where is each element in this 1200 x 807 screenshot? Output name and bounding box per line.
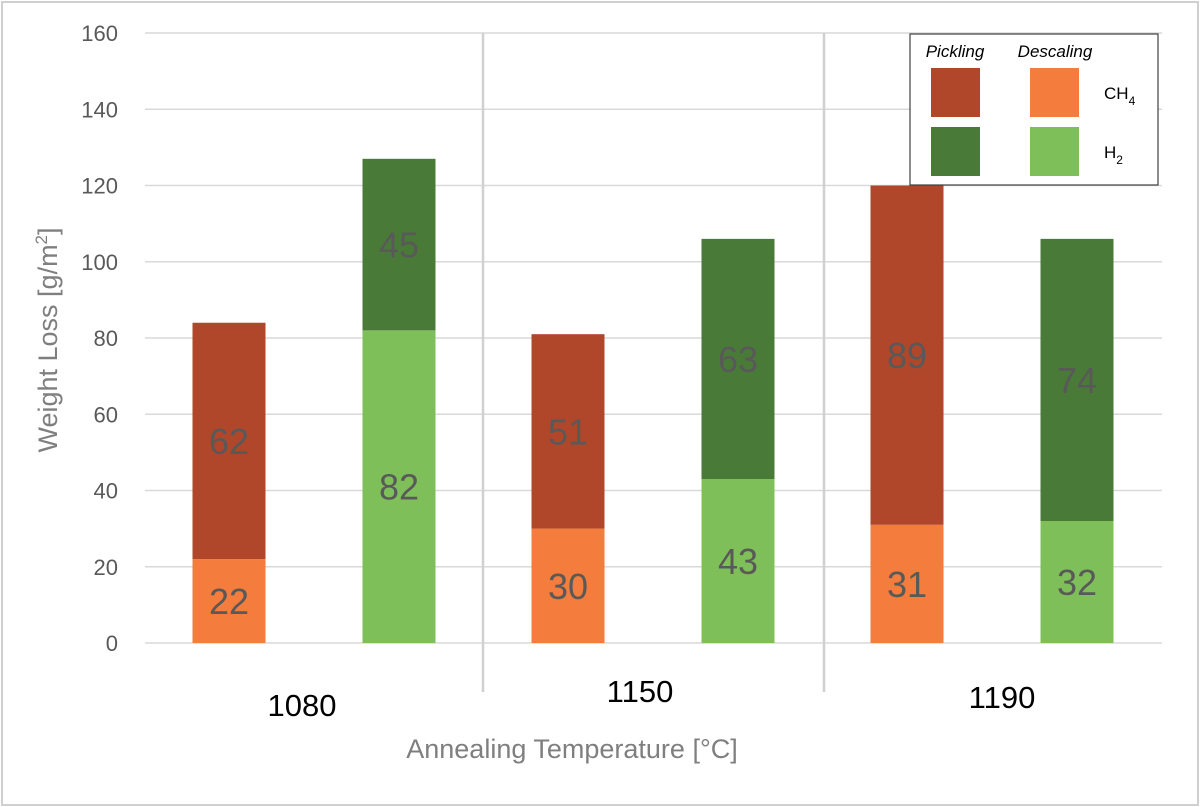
y-tick-label: 120 <box>81 174 118 199</box>
bar-1190-h2: 32 74 <box>1040 238 1114 643</box>
y-tick-label: 80 <box>94 326 118 351</box>
legend-header-pickling: Pickling <box>926 42 985 61</box>
bar-segment-descaling <box>362 330 436 643</box>
y-tick-label: 160 <box>81 21 118 46</box>
x-category-label-1080: 1080 <box>268 688 337 723</box>
bar-segment-pickling <box>701 238 775 480</box>
legend-label-h2-sub: 2 <box>1116 153 1123 167</box>
x-category-labels: 1080 1150 1190 <box>268 674 1036 723</box>
bar-segment-descaling <box>701 479 775 643</box>
legend: Pickling Descaling CH4 H2 <box>909 33 1159 186</box>
bar-segment-pickling <box>870 185 944 525</box>
bar-segment-pickling <box>362 158 436 331</box>
bar-1150-h2: 43 63 <box>701 238 775 643</box>
data-label-descaling: 32 <box>1057 562 1097 603</box>
data-label-pickling: 45 <box>379 225 419 266</box>
data-label-pickling: 51 <box>548 411 588 452</box>
data-label-descaling: 82 <box>379 467 419 508</box>
y-tick-label: 60 <box>94 402 118 427</box>
bars: 22 62 82 45 30 51 43 63 31 89 32 74 <box>192 158 1114 643</box>
data-label-pickling: 74 <box>1057 360 1097 401</box>
data-label-descaling: 43 <box>718 541 758 582</box>
y-tick-label: 140 <box>81 97 118 122</box>
gridlines <box>145 32 1162 644</box>
bar-1190-ch4: 31 89 <box>870 185 944 643</box>
legend-label-ch4-main: CH <box>1104 84 1129 103</box>
bar-segment-descaling <box>870 524 944 643</box>
legend-label-h2: H2 <box>1104 143 1123 167</box>
bar-1080-ch4: 22 62 <box>192 322 266 643</box>
data-label-pickling: 63 <box>718 339 758 380</box>
legend-swatch-ch4-descaling <box>1030 68 1079 117</box>
legend-label-h2-main: H <box>1104 143 1116 162</box>
x-category-label-1150: 1150 <box>607 674 674 709</box>
y-tick-labels: 0 20 40 60 80 100 120 140 160 <box>81 21 118 656</box>
data-label-pickling: 62 <box>209 421 249 462</box>
y-axis-label-main: Weight Loss [g/m <box>33 244 63 452</box>
legend-swatch-h2-descaling <box>1030 127 1079 176</box>
y-tick-label: 20 <box>94 555 118 580</box>
category-separators <box>481 33 826 692</box>
data-label-pickling: 89 <box>887 335 927 376</box>
bar-segment-descaling <box>192 559 266 643</box>
data-label-descaling: 31 <box>887 564 927 605</box>
bar-segment-descaling <box>1040 521 1114 643</box>
y-axis-label: Weight Loss [g/m2] <box>32 227 63 452</box>
x-axis-label: Annealing Temperature [°C] <box>406 734 738 764</box>
data-label-descaling: 22 <box>209 581 249 622</box>
legend-swatch-h2-pickling <box>931 127 980 176</box>
x-category-label-1190: 1190 <box>969 680 1036 715</box>
y-tick-label: 100 <box>81 250 118 275</box>
bar-segment-pickling <box>531 334 605 529</box>
y-tick-label: 0 <box>106 631 118 656</box>
legend-label-ch4-sub: 4 <box>1129 94 1136 108</box>
y-axis-label-close: ] <box>33 227 63 235</box>
y-axis-label-superscript: 2 <box>32 235 51 244</box>
legend-header-descaling: Descaling <box>1018 42 1093 61</box>
bar-1080-h2: 82 45 <box>362 158 436 643</box>
bar-segment-pickling <box>192 322 266 560</box>
legend-swatch-ch4-pickling <box>931 68 980 117</box>
data-label-descaling: 30 <box>548 566 588 607</box>
bar-segment-descaling <box>531 528 605 643</box>
bar-1150-ch4: 30 51 <box>531 334 605 643</box>
bar-segment-pickling <box>1040 238 1114 521</box>
legend-label-ch4: CH4 <box>1104 84 1136 108</box>
y-tick-label: 40 <box>94 479 118 504</box>
